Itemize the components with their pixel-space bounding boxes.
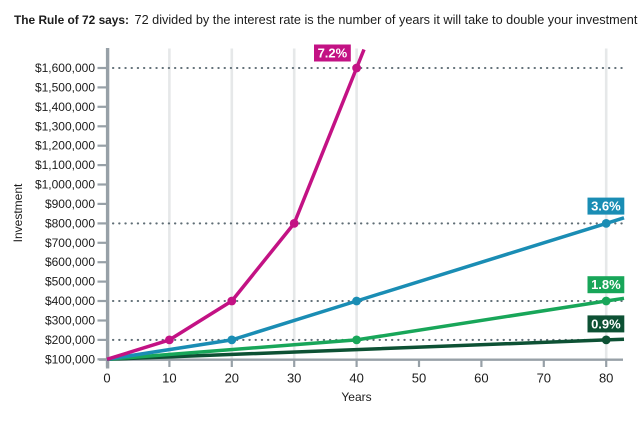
svg-text:50: 50 (412, 371, 426, 386)
svg-text:$1,500,000: $1,500,000 (35, 80, 95, 94)
svg-text:3.6%: 3.6% (591, 199, 621, 214)
svg-text:$900,000: $900,000 (45, 197, 95, 211)
svg-text:40: 40 (349, 371, 363, 386)
svg-text:1.8%: 1.8% (591, 277, 621, 292)
svg-text:20: 20 (225, 371, 239, 386)
svg-text:$400,000: $400,000 (45, 294, 95, 308)
svg-text:30: 30 (287, 371, 301, 386)
svg-text:Years: Years (341, 390, 371, 404)
svg-text:$600,000: $600,000 (45, 255, 95, 269)
svg-text:$700,000: $700,000 (45, 236, 95, 250)
svg-text:$500,000: $500,000 (45, 275, 95, 289)
svg-text:$1,400,000: $1,400,000 (35, 100, 95, 114)
svg-text:60: 60 (474, 371, 488, 386)
svg-text:0: 0 (103, 371, 110, 386)
svg-text:Investment: Investment (11, 183, 25, 242)
svg-text:70: 70 (537, 371, 551, 386)
svg-text:80: 80 (599, 371, 613, 386)
svg-text:7.2%: 7.2% (318, 46, 348, 61)
svg-text:$100,000: $100,000 (45, 352, 95, 366)
svg-text:$800,000: $800,000 (45, 216, 95, 230)
svg-text:$1,000,000: $1,000,000 (35, 178, 95, 192)
svg-text:$200,000: $200,000 (45, 333, 95, 347)
svg-text:$1,300,000: $1,300,000 (35, 119, 95, 133)
svg-text:0.9%: 0.9% (591, 316, 621, 331)
svg-text:$1,100,000: $1,100,000 (35, 158, 95, 172)
svg-text:$1,200,000: $1,200,000 (35, 139, 95, 153)
svg-text:$300,000: $300,000 (45, 314, 95, 328)
svg-text:10: 10 (162, 371, 176, 386)
svg-text:$1,600,000: $1,600,000 (35, 61, 95, 75)
